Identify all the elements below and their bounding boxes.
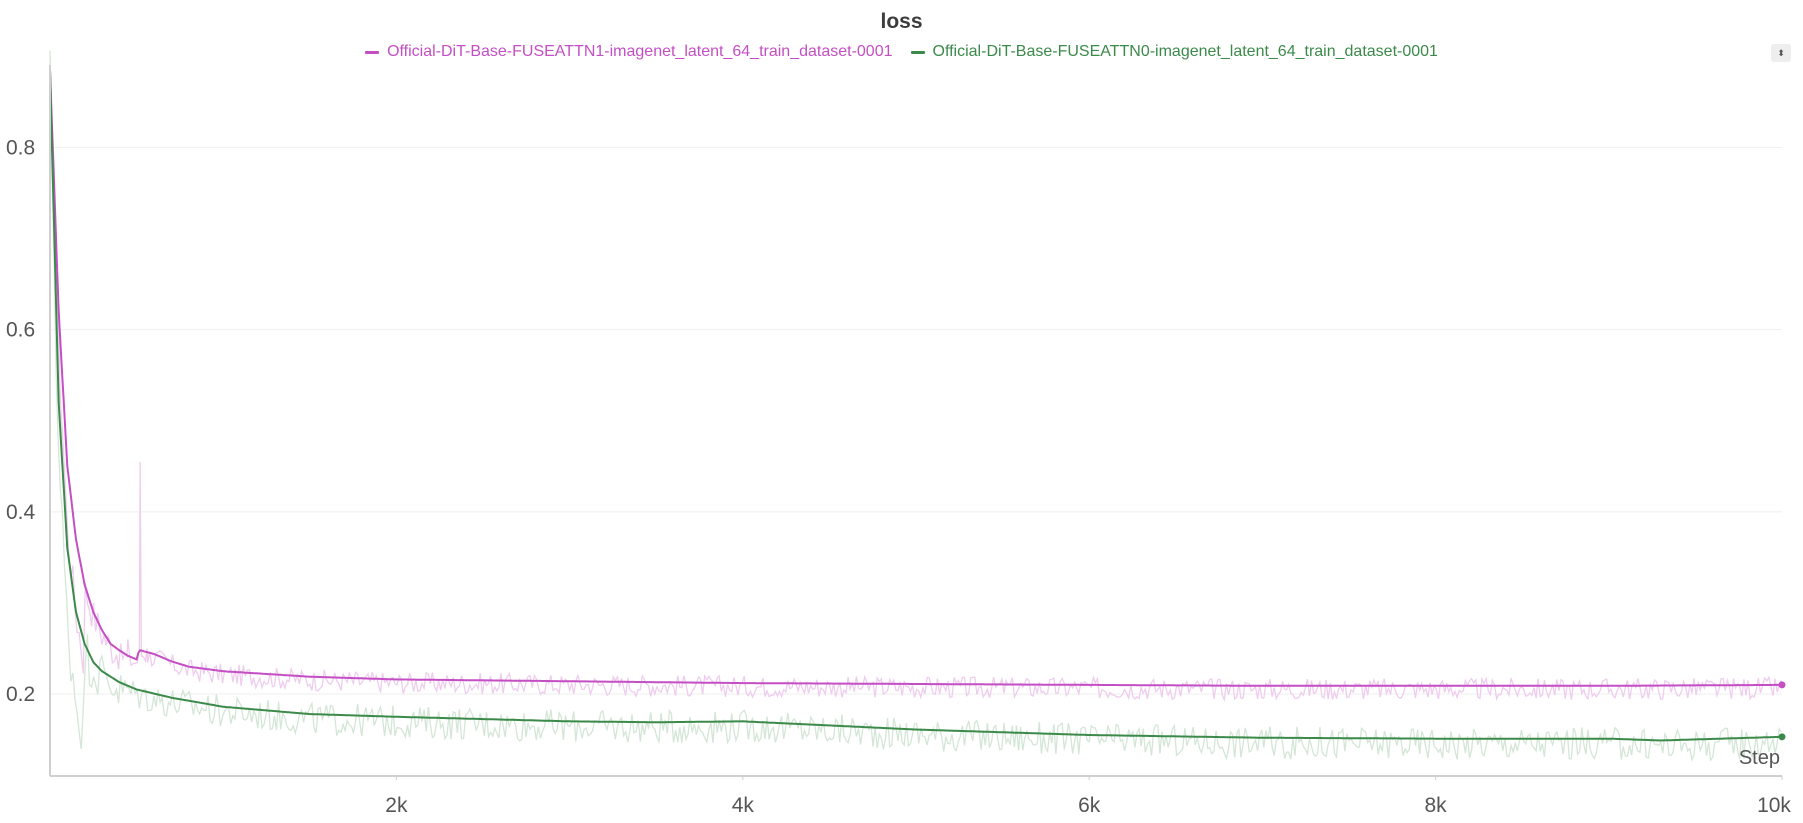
legend-swatch-fuseattn1 <box>365 50 380 54</box>
x-tick-label: 6k <box>1078 794 1101 817</box>
legend-toggle-button[interactable]: ⬍ <box>1771 44 1791 62</box>
series-end-point-1 <box>1778 733 1786 741</box>
legend-label-fuseattn0: Official-DiT-Base-FUSEATTN0-imagenet_lat… <box>932 43 1438 60</box>
y-tick-label: 0.8 <box>6 136 35 159</box>
raw-series-line-1 <box>49 50 1782 762</box>
x-tick-label: 8k <box>1425 794 1448 817</box>
x-tick-label: 2k <box>385 794 408 817</box>
y-tick-label: 0.6 <box>6 319 35 342</box>
smoothed-series-layer <box>49 69 1786 742</box>
chart-title: loss <box>880 10 923 33</box>
x-tick-label: 10k <box>1757 794 1791 817</box>
y-tick-label: 0.4 <box>6 501 36 524</box>
tick-labels: 0.2 0.4 0.6 0.8 2k 4k 6k 8k 10k Step <box>6 136 1791 817</box>
raw-series-line-0 <box>49 58 1782 703</box>
legend-item-fuseattn0[interactable]: Official-DiT-Base-FUSEATTN0-imagenet_lat… <box>910 43 1438 61</box>
x-axis-title: Step <box>1739 747 1780 769</box>
y-tick-label: 0.2 <box>6 683 35 706</box>
series-line-1 <box>49 69 1783 742</box>
raw-series-layer <box>49 50 1782 762</box>
grid-lines <box>50 146 1782 695</box>
axes <box>49 65 1783 780</box>
legend-label-fuseattn1: Official-DiT-Base-FUSEATTN1-imagenet_lat… <box>387 43 893 60</box>
chart-legend: Official-DiT-Base-FUSEATTN1-imagenet_lat… <box>0 43 1803 61</box>
series-end-point-0 <box>1778 681 1786 689</box>
legend-swatch-fuseattn0 <box>910 50 925 54</box>
legend-item-fuseattn1[interactable]: Official-DiT-Base-FUSEATTN1-imagenet_lat… <box>365 43 893 61</box>
x-tick-label: 4k <box>732 794 755 817</box>
series-line-0 <box>49 69 1782 687</box>
